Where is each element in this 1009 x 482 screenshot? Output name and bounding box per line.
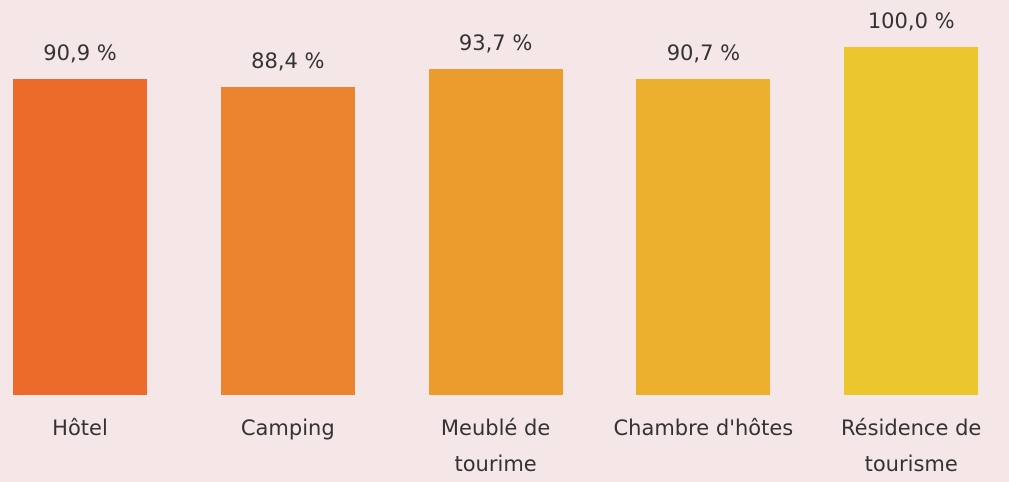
- category-label: Résidence de tourisme: [841, 416, 982, 476]
- value-label: 93,7 %: [458, 30, 533, 55]
- value-label: 90,7 %: [666, 41, 741, 66]
- value-label: 90,9 %: [43, 40, 117, 65]
- category-label: Camping: [240, 416, 335, 440]
- value-label: 100,0 %: [867, 9, 955, 33]
- value-label: 88,4 %: [251, 49, 325, 74]
- bar: [844, 47, 979, 395]
- category-label: Meublé de tourime: [440, 416, 551, 476]
- bar: [220, 87, 355, 395]
- chart: 90,9 % Hôtel 88,4 % Camping 93,7 % Meublé de …: [13, 9, 981, 476]
- category-label: Chambre d'hôtes: [613, 416, 794, 440]
- bar: [428, 68, 563, 395]
- bar: [13, 78, 147, 395]
- category-label: Hôtel: [52, 416, 108, 440]
- bar: [636, 79, 771, 395]
